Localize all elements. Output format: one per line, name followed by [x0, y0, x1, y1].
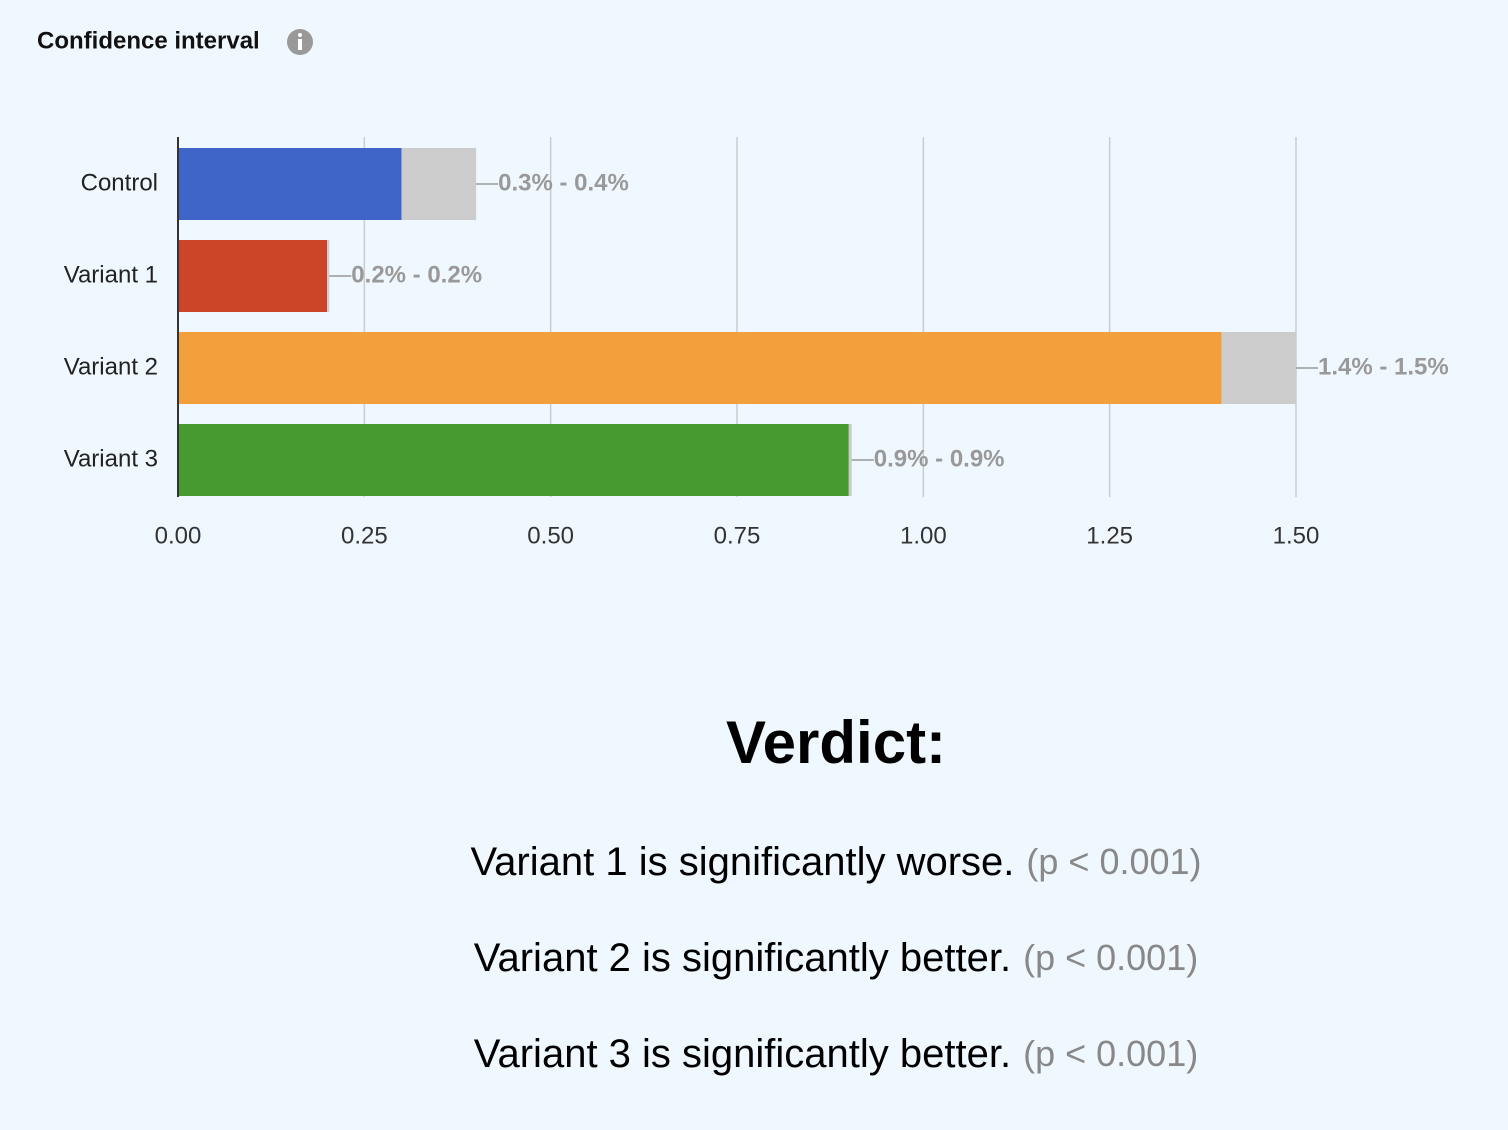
x-tick-label: 0.50 [527, 522, 574, 549]
interval [848, 424, 852, 496]
bar [178, 240, 328, 312]
interval [327, 240, 330, 312]
y-tick-label: Variant 1 [64, 261, 158, 288]
verdict-line: Variant 2 is significantly better. (p < 0… [474, 936, 1198, 980]
range-label: 1.4% - 1.5% [1318, 353, 1449, 380]
bar [178, 148, 402, 220]
x-tick-label: 1.50 [1273, 522, 1320, 549]
info-icon[interactable] [287, 29, 313, 55]
bar [178, 332, 1222, 404]
bar [178, 424, 849, 496]
verdict-line: Variant 3 is significantly better. (p < 0… [474, 1032, 1198, 1076]
y-tick-label: Control [81, 169, 158, 196]
range-label: 0.2% - 0.2% [351, 261, 482, 288]
verdict-title: Verdict: [726, 709, 946, 776]
verdict-text: Variant 2 is significantly better. [474, 936, 1011, 980]
p-value: (p < 0.001) [1023, 1033, 1198, 1074]
x-tick-label: 0.25 [341, 522, 388, 549]
verdict-text: Variant 1 is significantly worse. [470, 840, 1014, 884]
x-tick-label: 0.75 [714, 522, 761, 549]
range-label: 0.3% - 0.4% [498, 169, 629, 196]
range-label: 0.9% - 0.9% [874, 445, 1005, 472]
verdict-lines: Variant 1 is significantly worse. (p < 0.… [470, 840, 1201, 1076]
verdict-text: Variant 3 is significantly better. [474, 1032, 1011, 1076]
x-tick-label: 0.00 [155, 522, 202, 549]
chart-title: Confidence interval [37, 27, 260, 54]
interval [401, 148, 477, 220]
y-tick-label: Variant 2 [64, 353, 158, 380]
interval [1221, 332, 1296, 404]
verdict-line: Variant 1 is significantly worse. (p < 0.… [470, 840, 1201, 884]
chart: 0.00 0.25 0.50 0.75 1.00 1.25 1.50 Control 0.3% … [64, 137, 1449, 549]
x-tick-label: 1.25 [1086, 522, 1133, 549]
y-tick-label: Variant 3 [64, 445, 158, 472]
x-tick-label: 1.00 [900, 522, 947, 549]
p-value: (p < 0.001) [1026, 841, 1201, 882]
p-value: (p < 0.001) [1023, 937, 1198, 978]
